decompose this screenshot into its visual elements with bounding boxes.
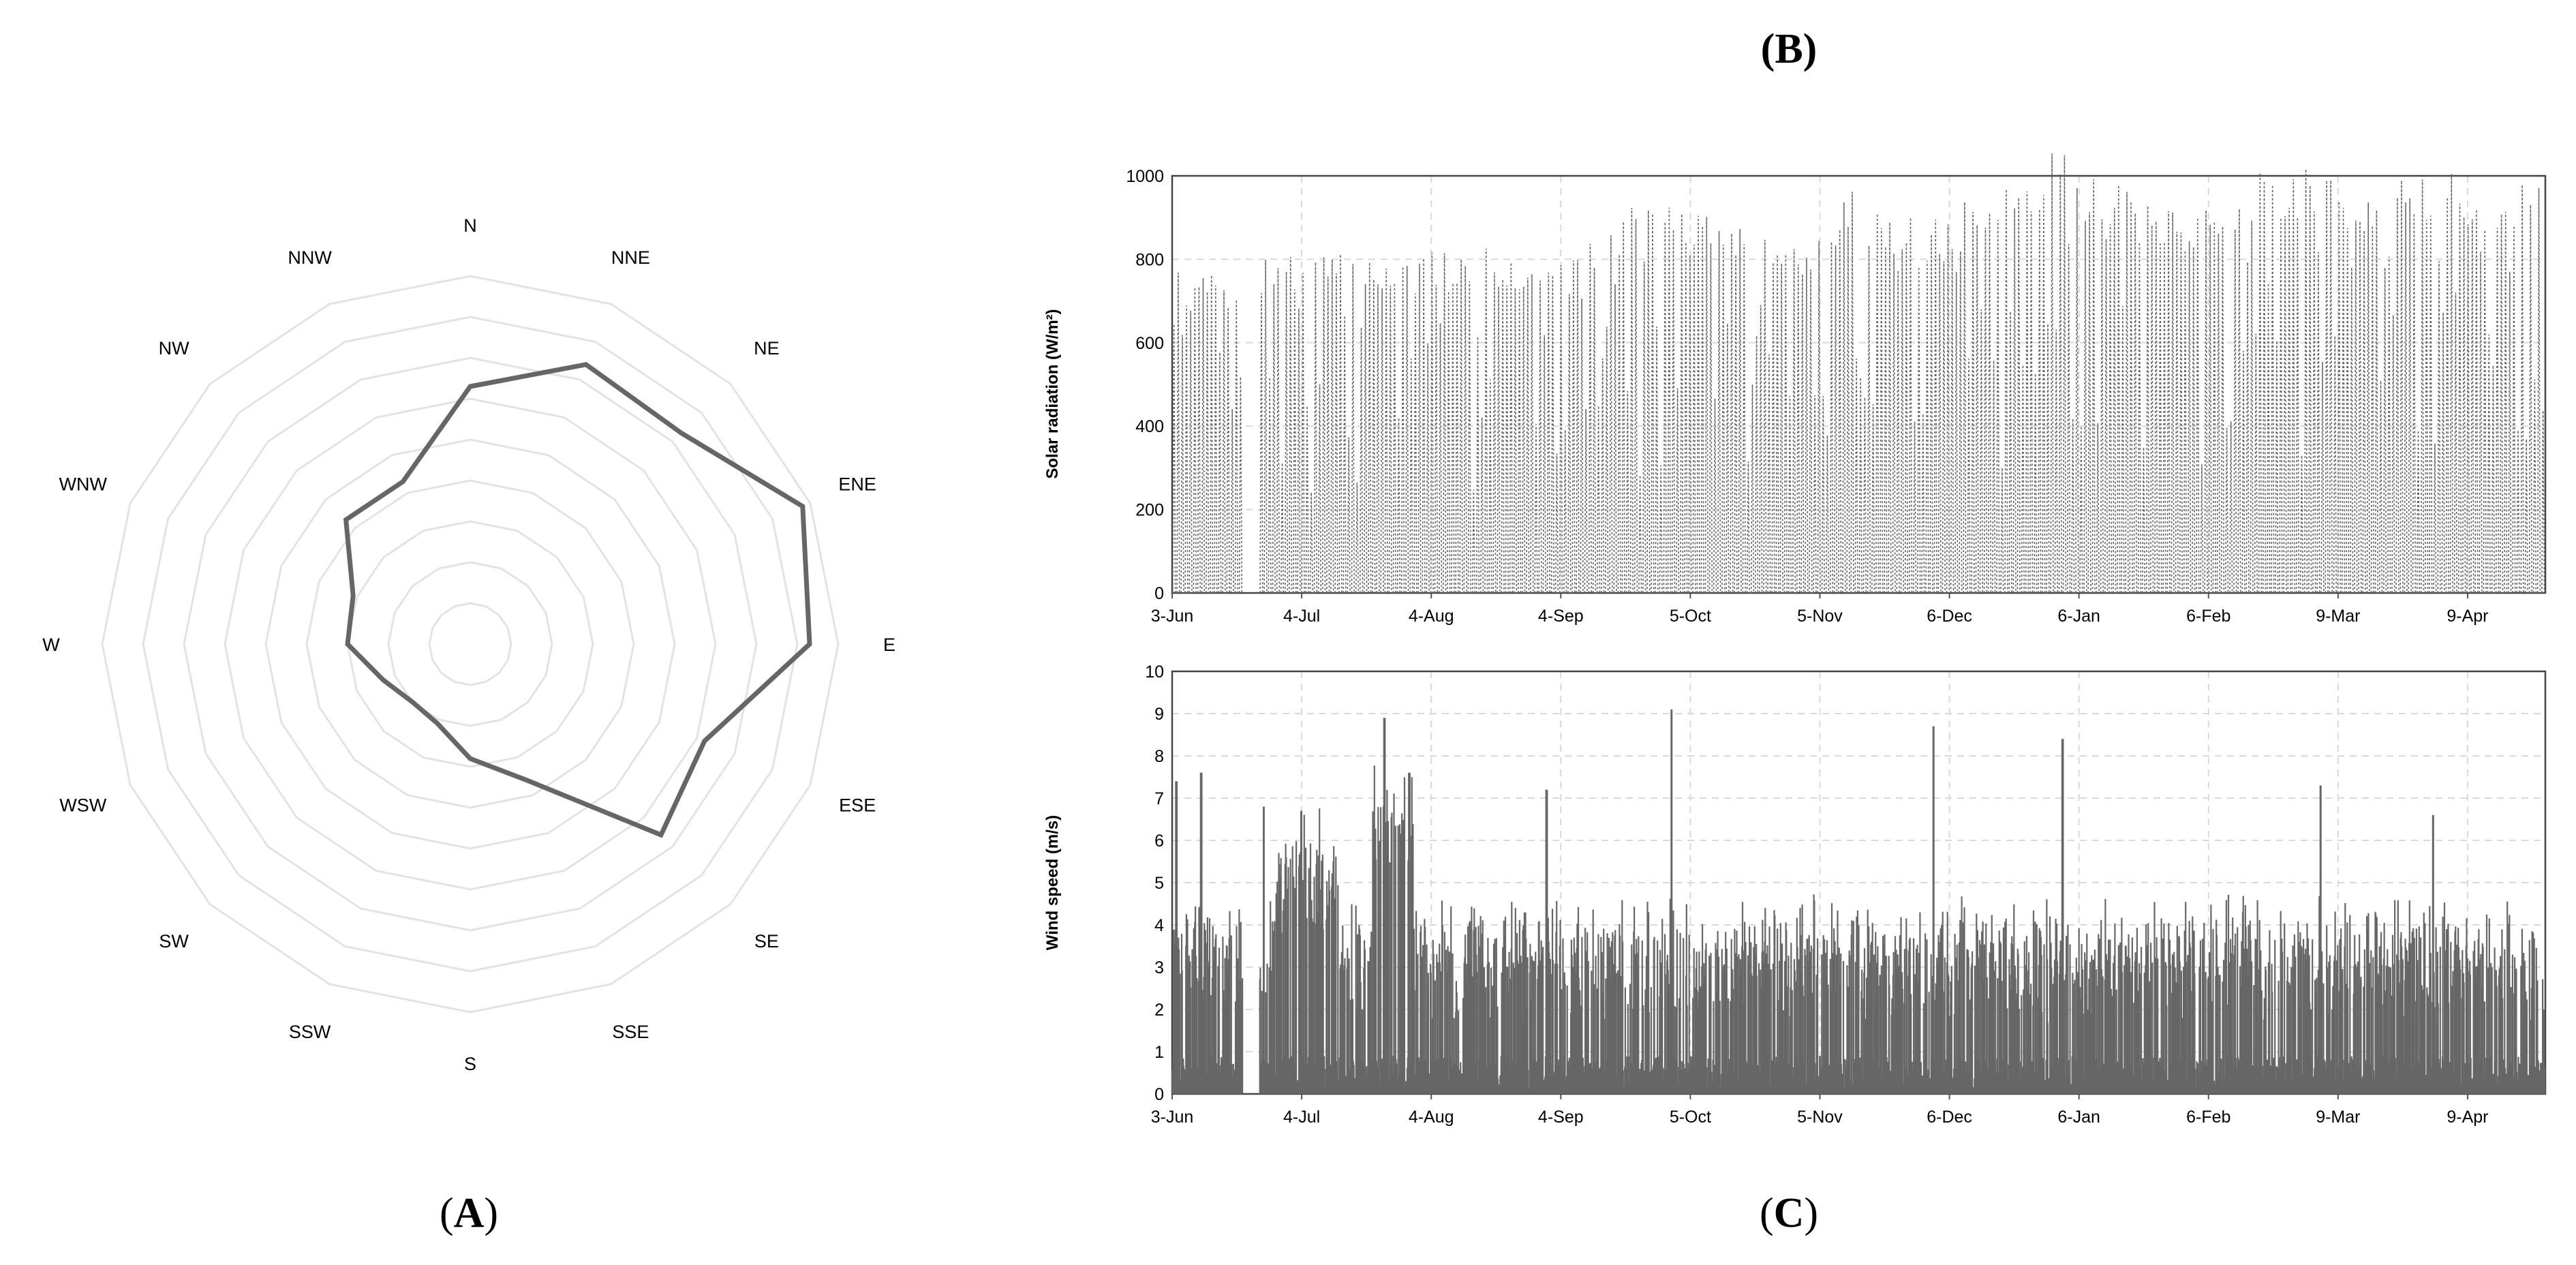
x-tick-label: 6-Dec <box>1927 1108 1972 1127</box>
radar-series-line <box>343 362 812 838</box>
y-tick-label: 1000 <box>1126 167 1164 186</box>
radar-chart: N NNE NE ENE E ESE SE SSE S SSW SW WSW W WNW NW NNW <box>42 215 895 1074</box>
wind-speed-chart: Wind speed (m/s) 0 1 2 3 4 5 6 7 8 9 10 3-Jun 4-Jul 4… <box>1043 662 2547 1127</box>
x-tick-label: 4-Sep <box>1538 1108 1584 1127</box>
radar-ring <box>387 561 553 727</box>
radar-ring <box>346 520 594 768</box>
y-tick-label: 10 <box>1145 662 1164 682</box>
radar-direction-label: ESE <box>839 795 876 815</box>
solar-radiation-chart: Solar radiation (W/m²) 0 200 400 600 800 1000… <box>1043 153 2547 626</box>
y-tick-label: 8 <box>1154 747 1164 766</box>
x-tick-label: 4-Sep <box>1538 607 1584 626</box>
y-tick-label: 5 <box>1154 874 1164 893</box>
x-tick-label: 4-Jul <box>1283 607 1320 626</box>
x-tick-label: 4-Aug <box>1409 607 1454 626</box>
radar-direction-label: WSW <box>59 795 106 815</box>
radar-direction-label: E <box>883 635 895 655</box>
x-tick-label: 9-Apr <box>2447 607 2488 626</box>
x-tick-label: 6-Feb <box>2186 1108 2230 1127</box>
x-tick-label: 3-Jun <box>1151 1108 1194 1127</box>
y-tick-label: 0 <box>1154 1085 1164 1104</box>
radar-ring <box>183 356 758 932</box>
radar-direction-label: W <box>42 635 60 655</box>
y-tick-label: 1 <box>1154 1043 1164 1062</box>
y-tick-label: 800 <box>1135 250 1164 269</box>
radar-ring <box>264 438 676 850</box>
x-tick-label: 6-Jan <box>2057 1108 2100 1127</box>
x-tick-label: 5-Oct <box>1670 607 1711 626</box>
radar-ring <box>101 275 840 1013</box>
solar-radiation-series <box>1172 153 2545 594</box>
y-tick-label: 6 <box>1154 832 1164 851</box>
radar-direction-label: N <box>463 215 477 236</box>
panel-label-b: (B) <box>1761 26 1818 72</box>
x-tick-label: 6-Dec <box>1927 607 1972 626</box>
radar-direction-label: SSE <box>612 1022 649 1042</box>
radar-direction-label: ENE <box>838 474 876 495</box>
y-tick-label: 2 <box>1154 1001 1164 1020</box>
radar-direction-label: SSW <box>289 1022 331 1042</box>
x-tick-label: 5-Oct <box>1670 1108 1711 1127</box>
x-tick-label: 5-Nov <box>1797 607 1843 626</box>
x-tick-label: 6-Jan <box>2057 607 2100 626</box>
x-tick-label: 9-Mar <box>2316 607 2360 626</box>
radar-direction-label: NE <box>754 338 780 359</box>
panel-label-a: (A) <box>440 1190 498 1236</box>
x-tick-label: 5-Nov <box>1797 1108 1843 1127</box>
radar-direction-label: WNW <box>59 474 108 495</box>
radar-ring <box>305 479 635 809</box>
x-tick-label: 9-Apr <box>2447 1108 2488 1127</box>
y-tick-label: 7 <box>1154 789 1164 808</box>
wind-y-axis-title: Wind speed (m/s) <box>1043 815 1062 950</box>
radar-direction-label: NW <box>159 338 189 359</box>
x-tick-label: 6-Feb <box>2186 607 2230 626</box>
wind-speed-series <box>1171 709 2546 1094</box>
y-tick-label: 3 <box>1154 958 1164 977</box>
radar-direction-label: NNE <box>611 247 650 268</box>
radar-ring <box>224 397 717 891</box>
y-tick-label: 400 <box>1135 417 1164 436</box>
x-tick-label: 4-Jul <box>1283 1108 1320 1127</box>
radar-ring <box>428 602 512 686</box>
y-tick-label: 4 <box>1154 916 1164 935</box>
radar-ring <box>142 316 799 973</box>
x-tick-label: 3-Jun <box>1151 607 1194 626</box>
radar-direction-label: SW <box>159 931 189 951</box>
y-tick-label: 600 <box>1135 334 1164 353</box>
panel-label-c: (C) <box>1760 1190 1818 1236</box>
plot-frame <box>1171 174 2547 594</box>
x-tick-label: 4-Aug <box>1409 1108 1454 1127</box>
radar-direction-label: S <box>464 1054 476 1074</box>
y-tick-label: 200 <box>1135 501 1164 520</box>
radar-direction-label: NNW <box>288 247 332 268</box>
y-tick-label: 0 <box>1154 584 1164 603</box>
x-tick-label: 9-Mar <box>2316 1108 2360 1127</box>
radar-direction-label: SE <box>754 931 779 951</box>
y-tick-label: 9 <box>1154 705 1164 724</box>
solar-y-axis-title: Solar radiation (W/m²) <box>1043 309 1062 478</box>
